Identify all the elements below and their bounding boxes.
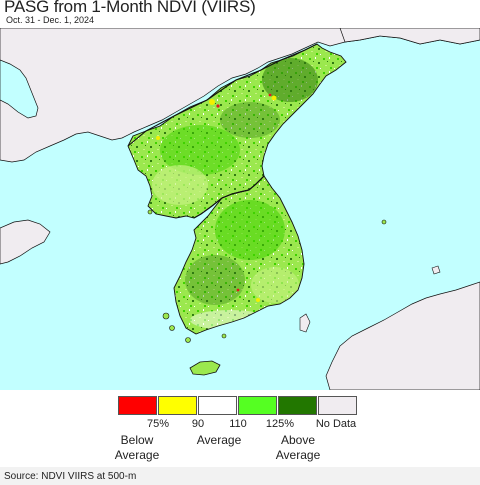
red-spot bbox=[216, 104, 220, 108]
red-spot bbox=[236, 288, 240, 292]
legend-swatch-yellow bbox=[158, 396, 197, 415]
legend-swatch-red bbox=[118, 396, 157, 415]
footer-bar bbox=[0, 467, 480, 485]
west-island bbox=[169, 325, 175, 331]
ndvi-map bbox=[0, 28, 480, 390]
legend-tick-125: 125% bbox=[265, 418, 295, 430]
yellow-spot bbox=[156, 136, 160, 140]
jeju-island bbox=[189, 360, 221, 376]
legend-tick-nodata: No Data bbox=[315, 418, 357, 430]
legend-average: Average bbox=[196, 433, 242, 447]
china-border bbox=[127, 43, 318, 147]
south-island bbox=[221, 333, 227, 339]
legend-tick-75: 75% bbox=[146, 418, 170, 430]
legend-tick-90: 90 bbox=[191, 418, 205, 430]
legend: 75% 90 110 125% No Data Below Average Av… bbox=[0, 392, 480, 464]
dark-green-zone bbox=[262, 58, 318, 102]
yellow-spot bbox=[271, 95, 277, 101]
legend-tick-110: 110 bbox=[229, 418, 247, 430]
light-zone bbox=[152, 165, 208, 205]
ulleung-island bbox=[381, 219, 387, 225]
yellow-spot bbox=[209, 99, 215, 105]
legend-below-average: Below Average bbox=[114, 433, 160, 462]
legend-swatch-white bbox=[198, 396, 237, 415]
legend-swatch-darkgreen bbox=[278, 396, 317, 415]
shandong-peninsula bbox=[0, 219, 51, 265]
dark-green-zone bbox=[220, 102, 280, 138]
tsushima-island bbox=[299, 313, 311, 333]
yellow-spot bbox=[256, 298, 260, 302]
west-island bbox=[162, 312, 170, 320]
legend-swatch-nodata bbox=[318, 396, 357, 415]
green-zone bbox=[215, 200, 285, 260]
inter-korean-border bbox=[193, 175, 265, 219]
source-note: Source: NDVI VIIRS at 500-m bbox=[4, 471, 137, 482]
south-island bbox=[185, 337, 191, 343]
light-zone bbox=[251, 267, 299, 303]
map-title: PASG from 1-Month NDVI (VIIRS) bbox=[4, 0, 256, 16]
japan-landmass bbox=[325, 281, 480, 390]
date-range: Oct. 31 - Dec. 1, 2024 bbox=[6, 15, 95, 25]
legend-swatch-lightgreen bbox=[238, 396, 277, 415]
russia-landmass bbox=[339, 28, 480, 45]
legend-above-average: Above Average bbox=[275, 433, 321, 462]
red-spot bbox=[268, 93, 272, 97]
dark-green-zone bbox=[185, 255, 245, 305]
oki-island bbox=[431, 265, 441, 275]
green-zone bbox=[160, 125, 240, 175]
west-island bbox=[147, 209, 153, 215]
liaodong-peninsula bbox=[0, 59, 39, 119]
